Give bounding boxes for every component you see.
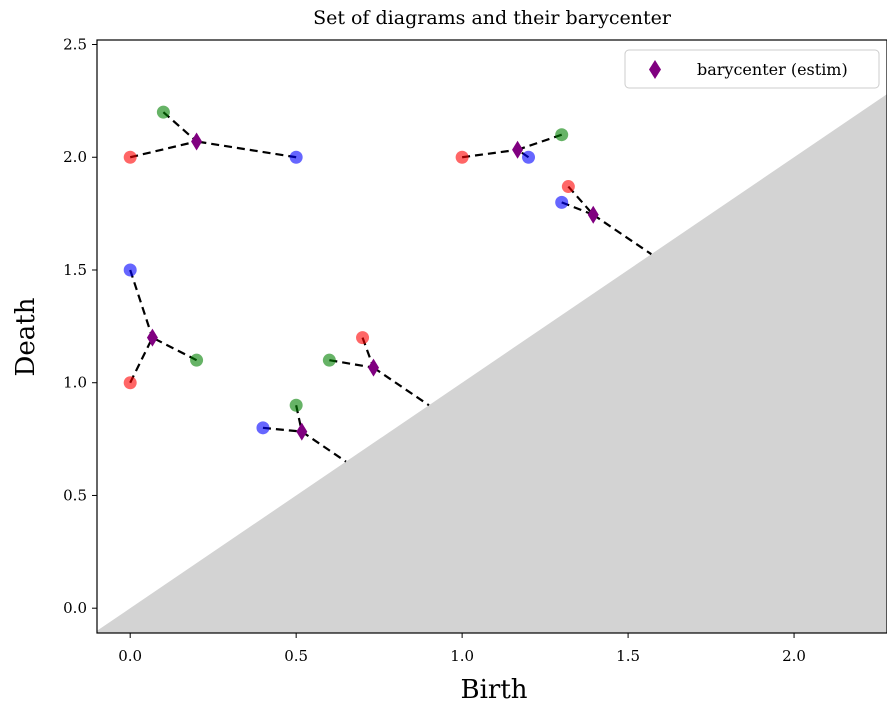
matching-line (301, 430, 347, 463)
plot-area (97, 40, 887, 633)
diagram-point (123, 150, 137, 164)
barycenter-point (368, 358, 379, 377)
legend-barycenter-label: barycenter (estim) (697, 60, 848, 79)
diagram-point (555, 195, 569, 209)
matching-line (262, 426, 302, 433)
y-tick-label: 0.0 (63, 599, 87, 617)
x-tick-label: 0.0 (118, 647, 142, 665)
diagram-point (256, 421, 270, 435)
diagram-point (555, 128, 569, 142)
y-axis-ticks: 0.0 0.5 1.0 1.5 2.0 2.5 (63, 36, 97, 617)
diagram-point (522, 150, 536, 164)
y-tick-label: 2.0 (63, 148, 87, 166)
matching-line (592, 213, 652, 256)
matching-line (329, 359, 374, 369)
barycenter-points (146, 132, 599, 441)
diagram-point (123, 376, 137, 390)
matching-line (129, 140, 197, 159)
diagonal-region (97, 94, 887, 633)
diagram-point (289, 398, 303, 412)
y-tick-label: 1.5 (63, 261, 87, 279)
legend-barycenter-marker (649, 60, 661, 79)
y-axis-label: Death (11, 297, 41, 376)
diagram-point (455, 150, 469, 164)
matching-line (517, 133, 563, 151)
barycenter-point (587, 205, 599, 224)
matching-line (129, 269, 154, 338)
y-tick-label: 2.5 (63, 36, 87, 54)
barycenter-point (296, 422, 308, 441)
x-tick-label: 1.5 (616, 647, 640, 665)
chart-title: Set of diagrams and their barycenter (313, 7, 672, 29)
matching-line (129, 337, 154, 384)
legend-box (624, 49, 880, 89)
barycenter-point (191, 132, 203, 151)
diagram-point (561, 180, 575, 194)
diagram-point (356, 331, 370, 345)
plot-frame (96, 39, 887, 634)
diagram-point (123, 263, 137, 277)
diagram-point (289, 150, 303, 164)
diagram-point (322, 353, 336, 367)
x-tick-label: 1.0 (450, 647, 474, 665)
diagram-point (156, 105, 170, 119)
x-axis-label: Birth (460, 675, 527, 705)
matching-line (151, 336, 198, 362)
diagram-points (123, 105, 575, 435)
y-tick-label: 1.0 (63, 374, 87, 392)
barycenter-point (146, 328, 158, 347)
y-tick-label: 0.5 (63, 486, 87, 504)
matching-line (372, 366, 430, 407)
x-axis-ticks: 0.0 0.5 1.0 1.5 2.0 (118, 633, 806, 665)
x-tick-label: 0.5 (284, 647, 308, 665)
diagram-point (190, 353, 204, 367)
x-tick-label: 2.0 (782, 647, 806, 665)
legend: barycenter (estim) (624, 49, 880, 89)
matching-line (461, 148, 518, 159)
matching-line (196, 140, 297, 159)
barycenter-point (512, 140, 524, 159)
matching-line (162, 111, 198, 143)
